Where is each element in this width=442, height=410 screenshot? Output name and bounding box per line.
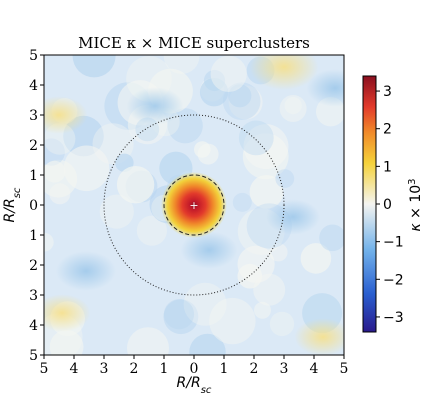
background-patch [237, 245, 275, 283]
x-axis-label: R/Rsc [177, 375, 212, 396]
x-tick-label: 5 [40, 361, 49, 377]
inner-dashed-circle [163, 174, 225, 236]
background-patch [163, 299, 195, 330]
y-tick-label: 5 [29, 348, 38, 364]
x-tick-label: 4 [310, 361, 319, 377]
colorbar [362, 75, 377, 333]
background-patch [300, 243, 332, 274]
background-patch [189, 333, 226, 355]
background-patch [99, 194, 134, 229]
background-patch [269, 243, 288, 262]
colorbar-label: κ × 103 [407, 178, 425, 231]
positive-feature [44, 294, 91, 332]
x-tick-label: 3 [280, 361, 289, 377]
y-tick-label: 0 [29, 198, 38, 214]
negative-feature [266, 199, 320, 235]
x-tick-label: 3 [100, 361, 109, 377]
colorbar-tick-label: −3 [383, 310, 404, 326]
y-tick-label: 3 [29, 288, 38, 304]
x-tick-label: 1 [220, 361, 229, 377]
x-tick-label: 0 [190, 361, 199, 377]
background-patch [127, 327, 169, 355]
background-patch [44, 160, 66, 183]
background-patch [163, 299, 199, 335]
background-patch [238, 120, 274, 156]
y-axis-label: R/Rsc [2, 187, 23, 222]
background-patch [222, 82, 261, 120]
background-patch [249, 175, 284, 209]
x-axis: 5 4 3 2 1 0 1 2 3 4 5 [40, 355, 349, 377]
x-tick-label: 2 [250, 361, 259, 377]
colorbar-axis: 3 2 1 0 −1 −2 −3 [376, 84, 404, 326]
colorbar-tick-label: 0 [383, 197, 392, 213]
background-patch [319, 224, 344, 252]
background-patch [63, 145, 110, 192]
colorbar-tick-label: 3 [383, 84, 392, 100]
background-patch [243, 124, 289, 170]
colorbar-tick-label: 1 [383, 159, 392, 175]
background-patch [279, 95, 307, 122]
negative-feature [306, 69, 344, 107]
background-patch [183, 282, 227, 326]
background-patch [254, 301, 271, 319]
chart-title: MICE κ × MICE superclusters [78, 34, 310, 52]
feature-blobs [44, 55, 344, 355]
colorbar-tick-label: −1 [383, 235, 404, 251]
background-patch [228, 84, 252, 108]
background-patch [275, 169, 295, 189]
background-patch [209, 297, 256, 345]
background-patch [44, 232, 54, 252]
y-tick-label: 1 [29, 168, 38, 184]
positive-feature [294, 318, 344, 355]
y-tick-label: 3 [29, 108, 38, 124]
background-patch [253, 273, 286, 306]
negative-feature [126, 87, 184, 125]
positive-feature [44, 96, 88, 134]
y-tick-label: 4 [29, 78, 38, 94]
background-patch [49, 183, 71, 205]
y-tick-label: 1 [29, 228, 38, 244]
x-tick-label: 2 [130, 361, 139, 377]
background-patch [136, 215, 167, 246]
negative-feature [56, 251, 116, 291]
background-patch [269, 311, 295, 337]
y-tick-label: 4 [29, 318, 38, 334]
background-patch [199, 78, 229, 107]
y-axis: 5 4 3 2 1 0 1 2 3 4 5 [29, 48, 44, 364]
negative-feature [180, 231, 238, 269]
background-patch [49, 329, 84, 355]
x-tick-label: 4 [70, 361, 79, 377]
colorbar-tick-label: −2 [383, 272, 404, 288]
x-tick-label: 5 [340, 361, 349, 377]
central-peak [161, 172, 227, 238]
outer-dotted-circle [103, 114, 285, 296]
positive-feature [249, 55, 319, 90]
background-patch [232, 192, 252, 212]
x-tick-label: 1 [160, 361, 169, 377]
background-patch [194, 141, 211, 158]
background-patch [163, 55, 200, 74]
plot-area [44, 55, 344, 355]
background-patch [44, 138, 65, 166]
y-tick-label: 2 [29, 138, 38, 154]
y-tick-label: 2 [29, 258, 38, 274]
y-tick-label: 5 [29, 48, 38, 64]
colorbar-tick-label: 2 [383, 122, 392, 138]
background-patch [72, 55, 116, 78]
background-patch [116, 166, 155, 204]
center-marker: + [189, 199, 198, 212]
background-patch [210, 55, 247, 92]
